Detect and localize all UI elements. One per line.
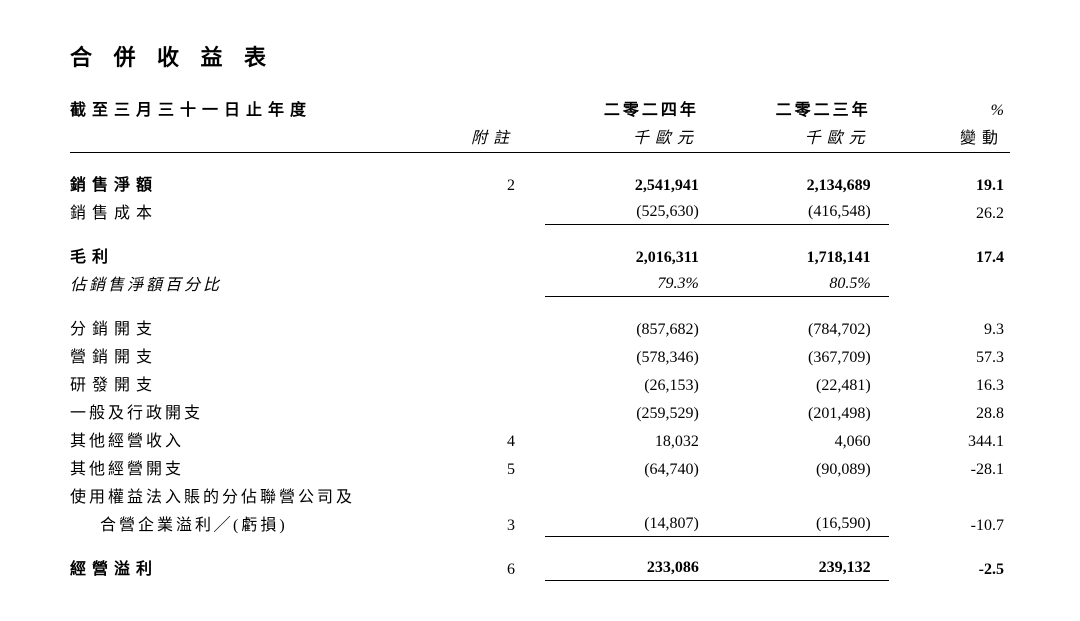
col-head-year2: 二零二三年 — [717, 94, 889, 122]
cell-y2: 1,718,141 — [717, 241, 889, 269]
cell-pct: 28.8 — [889, 397, 1010, 425]
cell-pct: 17.4 — [889, 241, 1010, 269]
cell-label: 毛利 — [70, 241, 454, 269]
row-gp-pct: 佔銷售淨額百分比 79.3% 80.5% — [70, 269, 1010, 297]
cell-pct: 19.1 — [889, 169, 1010, 197]
row-ga-exp: 一般及行政開支 (259,529) (201,498) 28.8 — [70, 397, 1010, 425]
cell-y1: (26,153) — [545, 369, 717, 397]
row-rd-exp: 研發開支 (26,153) (22,481) 16.3 — [70, 369, 1010, 397]
cell-y2: (367,709) — [717, 341, 889, 369]
cell-y1: 18,032 — [545, 425, 717, 453]
row-equity-line1: 使用權益法入賬的分佔聯營公司及 — [70, 481, 1010, 509]
row-net-sales: 銷售淨額 2 2,541,941 2,134,689 19.1 — [70, 169, 1010, 197]
cell-y1: (14,807) — [545, 509, 717, 537]
header-row-2: 附註 千歐元 千歐元 變動 — [70, 122, 1010, 153]
cell-note: 4 — [454, 425, 545, 453]
col-head-pct-label: 變動 — [889, 122, 1010, 153]
cell-y1: 79.3% — [545, 269, 717, 297]
cell-label: 合營企業溢利╱(虧損) — [70, 509, 454, 537]
row-gross-profit: 毛利 2,016,311 1,718,141 17.4 — [70, 241, 1010, 269]
row-other-inc: 其他經營收入 4 18,032 4,060 344.1 — [70, 425, 1010, 453]
cell-pct: 9.3 — [889, 313, 1010, 341]
cell-y2: 4,060 — [717, 425, 889, 453]
cell-pct: 26.2 — [889, 197, 1010, 225]
col-head-unit1: 千歐元 — [545, 122, 717, 153]
cell-pct: 344.1 — [889, 425, 1010, 453]
cell-label: 使用權益法入賬的分佔聯營公司及 — [70, 481, 454, 509]
cell-note: 2 — [454, 169, 545, 197]
cell-note: 3 — [454, 509, 545, 537]
row-mkt-exp: 營銷開支 (578,346) (367,709) 57.3 — [70, 341, 1010, 369]
cell-label: 其他經營開支 — [70, 453, 454, 481]
cell-y2: (22,481) — [717, 369, 889, 397]
cell-note: 5 — [454, 453, 545, 481]
income-statement-table: 截至三月三十一日止年度 二零二四年 二零二三年 % 附註 千歐元 千歐元 變動 … — [70, 94, 1010, 581]
cell-label: 研發開支 — [70, 369, 454, 397]
cell-y1: (259,529) — [545, 397, 717, 425]
cell-y2: (16,590) — [717, 509, 889, 537]
col-head-note: 附註 — [454, 122, 545, 153]
cell-y1: (857,682) — [545, 313, 717, 341]
cell-pct: 16.3 — [889, 369, 1010, 397]
cell-y1: 233,086 — [545, 553, 717, 581]
cell-label: 銷售淨額 — [70, 169, 454, 197]
cell-pct: -10.7 — [889, 509, 1010, 537]
cell-label: 一般及行政開支 — [70, 397, 454, 425]
cell-y1: (578,346) — [545, 341, 717, 369]
period-label: 截至三月三十一日止年度 — [70, 94, 454, 122]
row-cogs: 銷售成本 (525,630) (416,548) 26.2 — [70, 197, 1010, 225]
header-row-1: 截至三月三十一日止年度 二零二四年 二零二三年 % — [70, 94, 1010, 122]
cell-y2: 80.5% — [717, 269, 889, 297]
cell-y1: 2,541,941 — [545, 169, 717, 197]
cell-pct: -2.5 — [889, 553, 1010, 581]
cell-y1: 2,016,311 — [545, 241, 717, 269]
row-dist-exp: 分銷開支 (857,682) (784,702) 9.3 — [70, 313, 1010, 341]
row-equity-line2: 合營企業溢利╱(虧損) 3 (14,807) (16,590) -10.7 — [70, 509, 1010, 537]
cell-pct: -28.1 — [889, 453, 1010, 481]
cell-label: 佔銷售淨額百分比 — [70, 269, 454, 297]
cell-y1: (64,740) — [545, 453, 717, 481]
page-title: 合 併 收 益 表 — [70, 40, 1010, 72]
cell-label: 營銷開支 — [70, 341, 454, 369]
cell-label: 其他經營收入 — [70, 425, 454, 453]
cell-y2: 239,132 — [717, 553, 889, 581]
cell-y2: (784,702) — [717, 313, 889, 341]
cell-note: 6 — [454, 553, 545, 581]
cell-y1: (525,630) — [545, 197, 717, 225]
cell-pct: 57.3 — [889, 341, 1010, 369]
cell-label: 分銷開支 — [70, 313, 454, 341]
cell-label: 銷售成本 — [70, 197, 454, 225]
row-other-exp: 其他經營開支 5 (64,740) (90,089) -28.1 — [70, 453, 1010, 481]
cell-label: 經營溢利 — [70, 553, 454, 581]
cell-y2: 2,134,689 — [717, 169, 889, 197]
cell-y2: (90,089) — [717, 453, 889, 481]
col-head-pct-sym: % — [889, 94, 1010, 122]
col-head-unit2: 千歐元 — [717, 122, 889, 153]
row-op-profit: 經營溢利 6 233,086 239,132 -2.5 — [70, 553, 1010, 581]
col-head-year1: 二零二四年 — [545, 94, 717, 122]
cell-y2: (201,498) — [717, 397, 889, 425]
cell-y2: (416,548) — [717, 197, 889, 225]
